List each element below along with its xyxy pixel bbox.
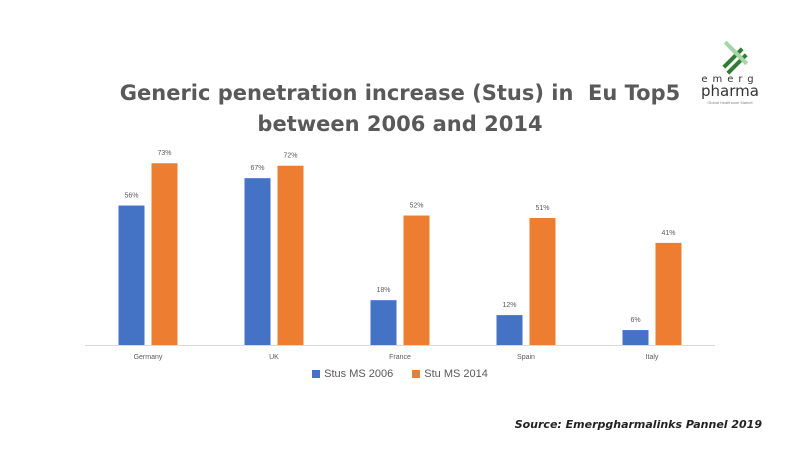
- bar-italy-2006: [622, 330, 649, 345]
- x-tick-label-italy: Italy: [646, 354, 659, 361]
- logo-word-emerg: emerg: [701, 74, 759, 85]
- bar-france-2006: [370, 300, 397, 345]
- chart-legend: Stus MS 2006 Stu MS 2014: [0, 368, 800, 380]
- x-tick-label-france: France: [389, 354, 411, 361]
- data-label-france-2014: 52%: [409, 203, 423, 210]
- data-label-italy-2006: 6%: [630, 317, 640, 324]
- chart-title-line-1: Generic penetration increase (Stus) in E…: [119, 81, 681, 105]
- x-tick-label-spain: Spain: [517, 354, 535, 361]
- bar-germany-2006: [118, 205, 145, 345]
- data-label-uk-2014: 72%: [283, 153, 297, 160]
- logo-tagline: Global Healthcare Market: [707, 100, 753, 105]
- bar-spain-2006: [496, 315, 523, 345]
- data-label-spain-2014: 51%: [535, 205, 549, 212]
- bar-uk-2014: [277, 165, 304, 345]
- bar-spain-2014: [529, 218, 556, 345]
- legend-item-2014: Stu MS 2014: [412, 368, 488, 380]
- legend-item-2006: Stus MS 2006: [312, 368, 393, 380]
- chart-title: Generic penetration increase (Stus) in E…: [0, 78, 800, 140]
- legend-swatch-2014: [412, 370, 421, 379]
- data-label-germany-2006: 56%: [124, 193, 138, 200]
- data-label-germany-2014: 73%: [157, 150, 171, 157]
- bar-uk-2006: [244, 178, 271, 345]
- x-tick-label-germany: Germany: [134, 354, 163, 361]
- logo-word-pharma: pharma: [701, 82, 759, 100]
- source-note: Source: Emerpgharmalinks Pannel 2019: [514, 418, 762, 431]
- data-label-italy-2014: 41%: [661, 230, 675, 237]
- data-label-france-2006: 18%: [376, 287, 390, 294]
- bar-germany-2014: [151, 163, 178, 345]
- data-label-spain-2006: 12%: [502, 302, 516, 309]
- emergpharma-logo-icon: [722, 40, 749, 75]
- data-label-uk-2006: 67%: [250, 165, 264, 172]
- x-tick-label-uk: UK: [269, 354, 279, 361]
- legend-label-2006: Stus MS 2006: [324, 368, 394, 380]
- bar-italy-2014: [655, 242, 682, 345]
- bar-france-2014: [403, 215, 430, 345]
- legend-label-2014: Stu MS 2014: [424, 368, 488, 380]
- legend-swatch-2006: [312, 370, 321, 379]
- chart-title-line-2: between 2006 and 2014: [257, 112, 543, 136]
